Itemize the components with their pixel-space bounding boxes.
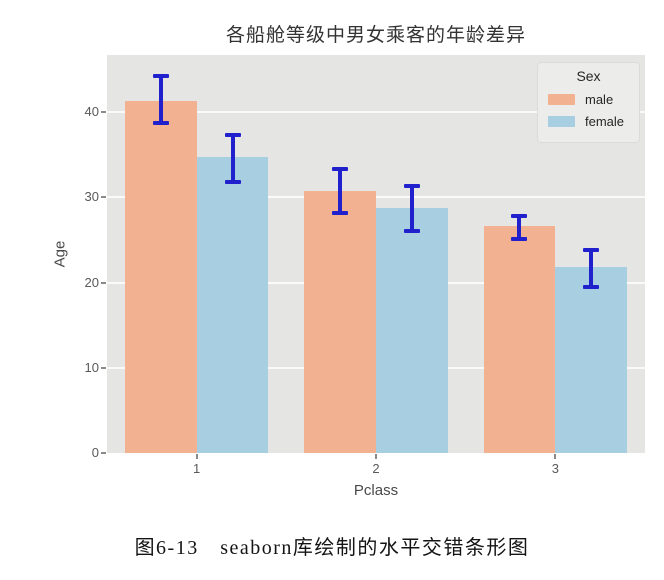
legend-item-female: female	[548, 110, 629, 132]
error-bar-line	[230, 132, 235, 184]
error-bar-line	[589, 247, 594, 289]
error-bar-female-2	[403, 183, 420, 234]
bar-male-2	[304, 190, 376, 453]
error-bar-cap-top	[403, 183, 420, 188]
y-tick-label-40: 40	[84, 104, 99, 120]
x-tick-mark-1	[195, 454, 198, 459]
x-tick-mark-2	[375, 454, 377, 459]
bar-female-1	[196, 157, 269, 453]
error-bar-male-2	[332, 167, 349, 216]
x-tick-label-1: 1	[193, 461, 201, 476]
y-tick-mark-20	[101, 281, 106, 284]
chart-title: 各船舱等级中男女乘客的年龄差异	[225, 25, 526, 46]
legend-items: male female	[548, 88, 629, 132]
y-tick-label-0: 0	[91, 445, 99, 460]
legend-swatch-female	[548, 115, 575, 127]
x-axis-label: Pclass	[353, 482, 399, 499]
x-tick-label-3: 3	[551, 461, 559, 476]
error-bar-cap-top	[332, 167, 349, 172]
legend-swatch-male	[548, 93, 575, 105]
gridline-30	[107, 196, 645, 199]
error-bar-male-1	[152, 73, 169, 125]
x-tick-mark-3	[554, 454, 557, 459]
error-bar-male-3	[511, 213, 528, 241]
error-bar-cap-top	[583, 247, 600, 252]
legend-title: Sex	[576, 68, 601, 84]
error-bar-cap-bottom	[511, 236, 528, 241]
bar-female-3	[555, 267, 628, 453]
y-tick-mark-30	[101, 196, 106, 199]
x-tick-label-2: 2	[372, 461, 380, 476]
y-tick-mark-0	[101, 452, 106, 454]
error-bar-female-1	[224, 132, 241, 184]
bar-male-3	[483, 226, 556, 453]
error-bar-cap-top	[511, 213, 528, 218]
error-bar-cap-top	[152, 73, 169, 78]
legend-item-label-female: female	[585, 113, 625, 129]
legend-item-label-male: male	[585, 91, 614, 107]
error-bar-cap-bottom	[224, 179, 241, 184]
error-bar-cap-bottom	[152, 120, 169, 125]
error-bar-line	[158, 73, 163, 125]
legend-item-male: male	[548, 88, 629, 110]
error-bar-line	[338, 167, 343, 216]
error-bar-cap-bottom	[583, 284, 600, 289]
legend: Sex male female	[537, 62, 640, 143]
bar-male-1	[124, 101, 197, 453]
error-bar-cap-bottom	[403, 229, 420, 234]
y-tick-label-10: 10	[84, 359, 99, 375]
gridline-40	[107, 111, 645, 114]
y-tick-mark-40	[101, 111, 106, 114]
error-bar-line	[409, 183, 414, 234]
y-axis-label-text: Age	[51, 240, 69, 268]
error-bar-cap-bottom	[332, 211, 349, 216]
bar-female-2	[376, 208, 448, 453]
figure-caption: 图6-13 seaborn库绘制的水平交错条形图	[134, 537, 530, 559]
y-tick-mark-10	[101, 366, 106, 369]
y-tick-label-20: 20	[84, 274, 99, 290]
error-bar-line	[517, 213, 522, 241]
error-bar-cap-top	[224, 132, 241, 137]
error-bar-female-3	[583, 247, 600, 289]
y-tick-label-30: 30	[84, 189, 99, 205]
